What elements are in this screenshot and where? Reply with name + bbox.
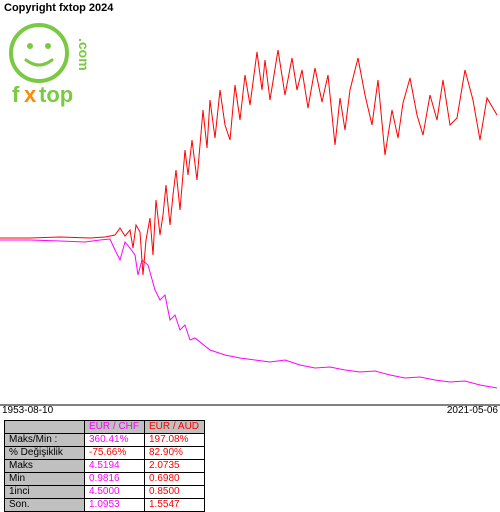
row-label: 1inci xyxy=(5,486,85,499)
cell-series1: 0.9816 xyxy=(85,473,145,486)
header-series2: EUR / AUD xyxy=(145,421,205,434)
row-label: Min xyxy=(5,473,85,486)
table-row: % Değişiklik-75.66%82.90% xyxy=(5,447,205,460)
cell-series1: -75.66% xyxy=(85,447,145,460)
cell-series2: 0.6980 xyxy=(145,473,205,486)
cell-series2: 1.5547 xyxy=(145,499,205,512)
stats-table: EUR / CHF EUR / AUD Maks/Min :360.41%197… xyxy=(4,420,205,512)
cell-series2: 82.90% xyxy=(145,447,205,460)
cell-series2: 2.0735 xyxy=(145,460,205,473)
line-chart xyxy=(0,0,500,410)
row-label: Maks xyxy=(5,460,85,473)
cell-series1: 1.0953 xyxy=(85,499,145,512)
header-blank xyxy=(5,421,85,434)
cell-series2: 197.08% xyxy=(145,434,205,447)
table-row: 1inci4.50000.8500 xyxy=(5,486,205,499)
row-label: Son. xyxy=(5,499,85,512)
x-axis-end-label: 2021-05-06 xyxy=(447,405,498,416)
table-row: Min0.98160.6980 xyxy=(5,473,205,486)
cell-series2: 0.8500 xyxy=(145,486,205,499)
table-row: Son.1.09531.5547 xyxy=(5,499,205,512)
header-series1: EUR / CHF xyxy=(85,421,145,434)
table-row: Maks4.51942.0735 xyxy=(5,460,205,473)
table-header-row: EUR / CHF EUR / AUD xyxy=(5,421,205,434)
row-label: % Değişiklik xyxy=(5,447,85,460)
cell-series1: 360.41% xyxy=(85,434,145,447)
cell-series1: 4.5194 xyxy=(85,460,145,473)
row-label: Maks/Min : xyxy=(5,434,85,447)
table-row: Maks/Min :360.41%197.08% xyxy=(5,434,205,447)
x-axis-start-label: 1953-08-10 xyxy=(2,405,53,416)
cell-series1: 4.5000 xyxy=(85,486,145,499)
